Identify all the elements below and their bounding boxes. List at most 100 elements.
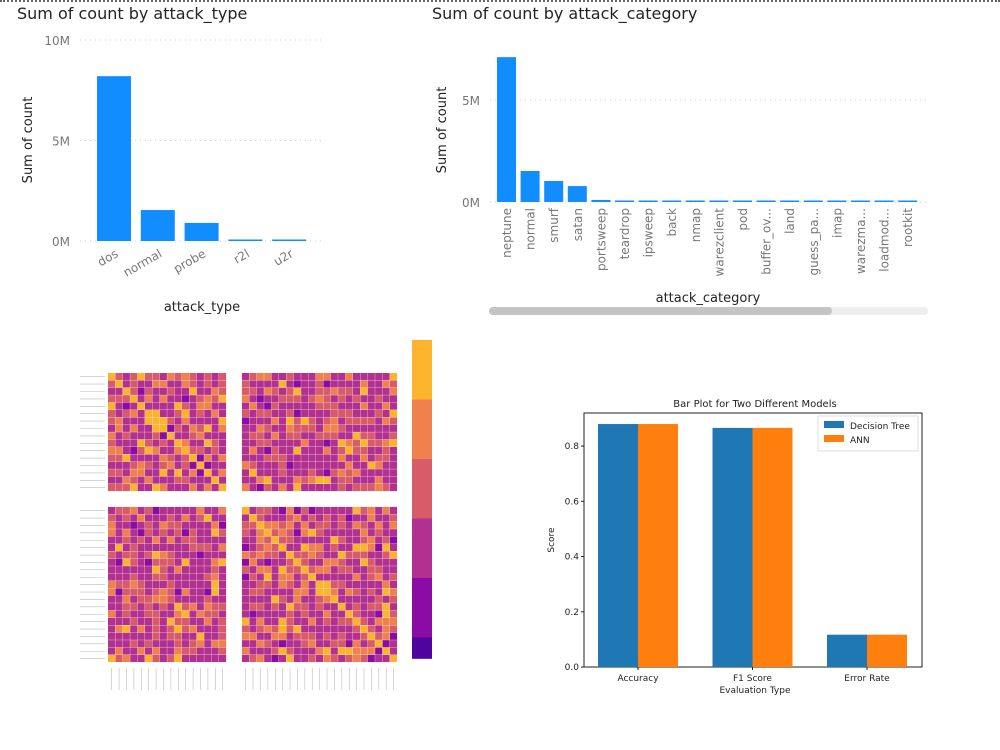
heatmap-cell — [122, 625, 130, 633]
heatmap-cell — [345, 632, 353, 640]
heatmap-cell — [174, 647, 182, 655]
heatmap-cell — [159, 610, 167, 618]
chart4-legend-label: Decision Tree — [850, 422, 910, 432]
heatmap-cell — [145, 588, 153, 596]
heatmap-cell — [360, 410, 368, 418]
heatmap-cell — [256, 640, 264, 648]
heatmap-cell — [367, 543, 375, 552]
heatmap-cell — [122, 410, 130, 418]
heatmap-cell — [115, 632, 123, 640]
heatmap-cell — [271, 454, 279, 462]
chart1-xtick-label: u2r — [271, 246, 296, 268]
heatmap-cell — [115, 476, 123, 484]
heatmap-cell — [241, 469, 250, 477]
heatmap-cell — [315, 454, 324, 462]
heatmap-cell — [264, 380, 272, 388]
heatmap-cell — [219, 402, 227, 410]
heatmap-cell — [360, 432, 368, 440]
heatmap-cell — [241, 410, 250, 418]
heatmap-cell — [152, 410, 160, 418]
chart1-ytick-label: 10M — [44, 34, 70, 48]
heatmap-cell — [241, 424, 250, 432]
heatmap-cell — [204, 654, 212, 663]
heatmap-cell — [241, 610, 250, 618]
chart2-scrollbar-thumb[interactable] — [489, 307, 832, 315]
heatmap-cell — [367, 654, 375, 663]
heatmap-cell — [286, 410, 294, 418]
heatmap-cell — [271, 573, 279, 581]
heatmap-cell — [167, 558, 175, 566]
heatmap-cell — [115, 558, 123, 566]
heatmap-cell — [352, 514, 361, 522]
heatmap-cell — [271, 484, 279, 492]
heatmap-cell — [256, 387, 264, 395]
heatmap-cell — [167, 580, 175, 589]
heatmap-cell — [108, 476, 116, 484]
heatmap-cell — [308, 529, 316, 537]
heatmap-cell — [122, 543, 130, 552]
heatmap-cell — [286, 640, 294, 648]
heatmap-cell — [249, 647, 257, 655]
heatmap-cell — [211, 640, 219, 648]
heatmap-cell — [174, 536, 182, 544]
heatmap-cell — [130, 461, 138, 469]
chart2-xtick-label: imap — [830, 208, 844, 238]
heatmap-cell — [219, 566, 227, 574]
chart4-xtick-label: Accuracy — [617, 674, 659, 684]
heatmap-cell — [308, 625, 316, 633]
heatmap-cell — [130, 625, 138, 633]
heatmap-cell — [241, 617, 250, 626]
heatmap-cell — [145, 424, 153, 432]
heatmap-cell — [389, 432, 398, 440]
heatmap-cell — [338, 410, 346, 418]
heatmap-cell — [308, 521, 316, 529]
heatmap-cell — [330, 447, 338, 455]
heatmap-cell — [211, 395, 219, 403]
heatmap-cell — [108, 380, 116, 388]
heatmap-cell — [145, 387, 153, 395]
heatmap-cell — [264, 647, 272, 655]
heatmap-cell — [375, 580, 383, 589]
heatmap-cell — [145, 551, 153, 559]
heatmap-cell — [130, 543, 138, 552]
heatmap-cell — [323, 543, 331, 552]
heatmap-cell — [293, 373, 301, 381]
heatmap-cell — [152, 566, 160, 574]
heatmap-cell — [249, 476, 257, 484]
heatmap-cell — [271, 647, 279, 655]
chart2-xtick-label: land — [783, 208, 797, 234]
heatmap-cell — [211, 506, 219, 515]
heatmap-cell — [323, 640, 331, 648]
heatmap-cell — [219, 417, 227, 425]
heatmap-cell — [301, 373, 309, 381]
heatmap-cell — [211, 476, 219, 484]
heatmap-cell — [167, 461, 175, 469]
heatmap-cell — [338, 432, 346, 440]
attack-category-chart[interactable]: 0M 5M neptune normal smurf satan portsweep tear… — [462, 57, 928, 276]
heatmap-cell — [249, 610, 257, 618]
heatmap-cell — [159, 580, 167, 589]
heatmap-cell — [115, 410, 123, 418]
heatmap-cell — [189, 410, 197, 418]
heatmap-cell — [264, 521, 272, 529]
heatmap-cell — [330, 514, 338, 522]
heatmap-cell — [241, 588, 250, 596]
heatmap-cell — [108, 580, 116, 589]
heatmap-cell — [330, 454, 338, 462]
heatmap-cell — [108, 417, 116, 425]
heatmap-cell — [249, 380, 257, 388]
chart1-bar-normal — [140, 210, 175, 241]
heatmap-cell — [152, 521, 160, 529]
heatmap-cell — [375, 603, 383, 611]
heatmap-cell — [108, 543, 116, 552]
heatmap-cell — [286, 558, 294, 566]
attack-type-chart[interactable]: 0M 5M 10M dos normal probe r2l u2r — [44, 34, 322, 280]
heatmap-cell — [315, 654, 324, 663]
heatmap-cell — [323, 484, 331, 492]
heatmap-cell — [211, 461, 219, 469]
heatmap-cell — [301, 617, 309, 626]
heatmap-cell — [115, 454, 123, 462]
heatmap-cell — [115, 595, 123, 603]
heatmap-cell — [152, 432, 160, 440]
heatmap-cell — [122, 632, 130, 640]
